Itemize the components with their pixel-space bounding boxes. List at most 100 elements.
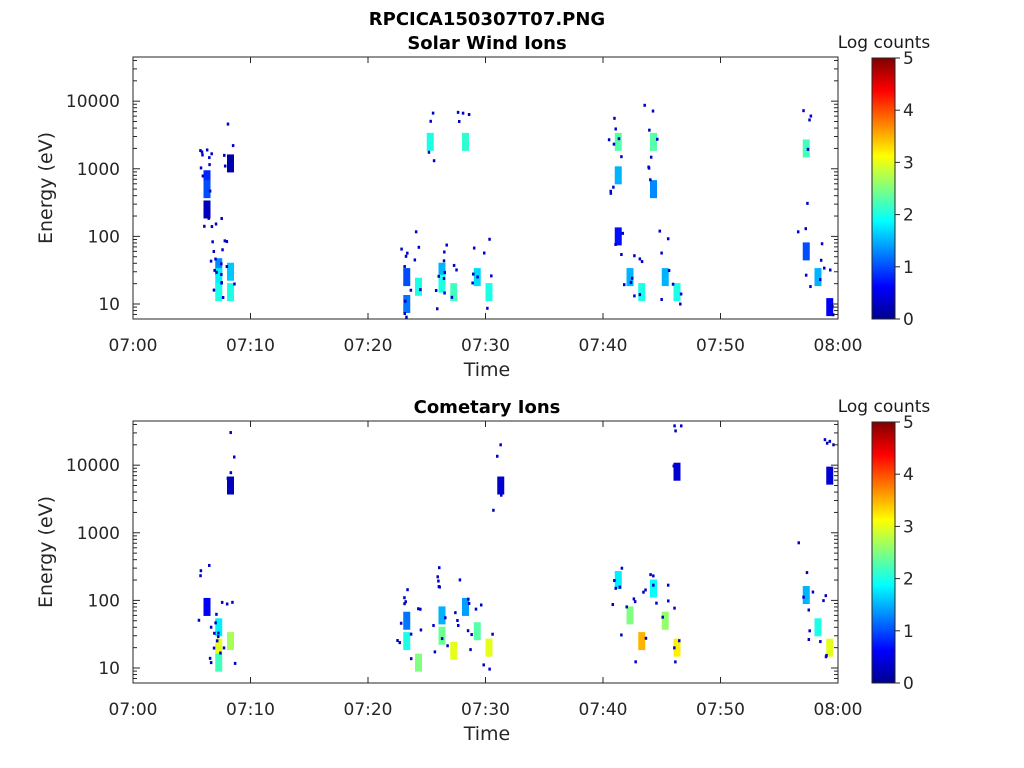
speckle: [197, 618, 201, 622]
speckle: [652, 574, 655, 578]
speckle: [209, 661, 213, 665]
heatmap-cell: [485, 283, 493, 302]
y-tick-label: 10000: [66, 456, 120, 476]
heatmap-cell: [814, 268, 822, 287]
speckle: [211, 240, 214, 244]
heatmap-cell: [450, 283, 458, 302]
colorbar-tick-label: 2: [903, 570, 914, 590]
speckle: [414, 230, 418, 234]
speckle: [404, 254, 408, 258]
speckle: [409, 632, 413, 636]
speckle: [215, 639, 219, 643]
speckle: [796, 230, 800, 234]
speckle: [199, 569, 203, 573]
heatmap-cell: [462, 132, 469, 151]
speckle: [208, 156, 211, 160]
colorbar-tick-label: 0: [903, 674, 914, 694]
speckle: [436, 575, 439, 579]
speckle: [491, 632, 494, 636]
heatmap-cell: [614, 227, 622, 246]
speckle: [620, 566, 624, 570]
speckle: [674, 429, 677, 433]
speckle: [208, 163, 211, 167]
x-tick-label: 07:40: [579, 700, 628, 720]
speckle: [486, 306, 489, 310]
speckle: [673, 646, 676, 650]
speckle: [201, 174, 205, 178]
speckle: [622, 283, 626, 287]
speckle: [607, 138, 611, 142]
speckle: [444, 616, 447, 620]
colorbar-tick-label: 0: [903, 310, 914, 330]
speckle: [809, 285, 812, 289]
y-axis-label: Energy (eV): [35, 496, 57, 608]
speckle: [658, 229, 662, 233]
heatmap-cell: [638, 632, 646, 651]
heatmap-cell: [403, 268, 411, 287]
heatmap-cell: [403, 632, 411, 651]
heatmap-cell: [438, 626, 446, 645]
speckle: [437, 566, 441, 570]
colorbar: 0 1 2 3 4 5 Log counts: [838, 397, 931, 694]
speckle: [431, 111, 435, 115]
speckle: [212, 249, 216, 253]
heatmap-cell: [826, 298, 834, 317]
speckle: [831, 305, 834, 309]
speckle: [443, 291, 446, 295]
speckle: [212, 288, 216, 292]
speckle: [212, 646, 216, 650]
y-tick-label: 1000: [77, 524, 120, 544]
speckle: [225, 265, 229, 269]
speckle: [201, 153, 204, 157]
speckle: [213, 631, 216, 635]
speckle: [470, 633, 473, 637]
speckle: [802, 109, 805, 113]
heatmap-cell: [626, 268, 634, 287]
y-tick-label: 100: [88, 227, 120, 247]
speckle: [620, 633, 623, 637]
speckle: [220, 217, 223, 221]
speckle: [679, 424, 683, 428]
speckle: [403, 265, 406, 269]
speckle: [455, 268, 458, 272]
heatmap-cell: [415, 653, 422, 672]
heatmap-cell: [227, 476, 234, 495]
speckle: [417, 607, 420, 611]
speckle: [613, 579, 616, 583]
speckle: [452, 263, 456, 267]
heatmap-cell: [203, 200, 211, 219]
speckle: [404, 600, 407, 604]
speckle: [469, 648, 472, 652]
heatmap-cell: [826, 466, 834, 485]
speckle: [399, 621, 403, 625]
speckle: [456, 110, 460, 114]
speckle: [209, 625, 213, 629]
speckle: [467, 597, 470, 601]
heatmap-cell: [450, 641, 458, 660]
speckle: [208, 189, 212, 193]
heatmap-cell: [215, 638, 223, 657]
speckle: [443, 270, 447, 274]
x-tick-label: 07:50: [696, 336, 745, 356]
colorbar-ticks: 0 1 2 3 4 5: [895, 49, 914, 330]
speckle: [823, 266, 826, 270]
speckle: [482, 663, 485, 667]
speckle: [612, 142, 616, 146]
speckle: [819, 258, 823, 262]
speckle: [221, 248, 224, 252]
speckle: [217, 631, 220, 635]
speckle: [403, 602, 406, 606]
speckle: [400, 247, 403, 251]
plot-frame: [132, 56, 839, 320]
speckle: [472, 246, 476, 250]
heatmap-cell: [227, 154, 234, 173]
speckle: [806, 201, 809, 205]
speckle: [661, 615, 664, 619]
speckle: [474, 607, 478, 611]
speckle: [213, 268, 216, 272]
colorbar-tick-label: 5: [903, 413, 914, 433]
speckle: [832, 443, 835, 447]
heatmap-cell: [462, 597, 469, 616]
speckle: [674, 660, 677, 664]
